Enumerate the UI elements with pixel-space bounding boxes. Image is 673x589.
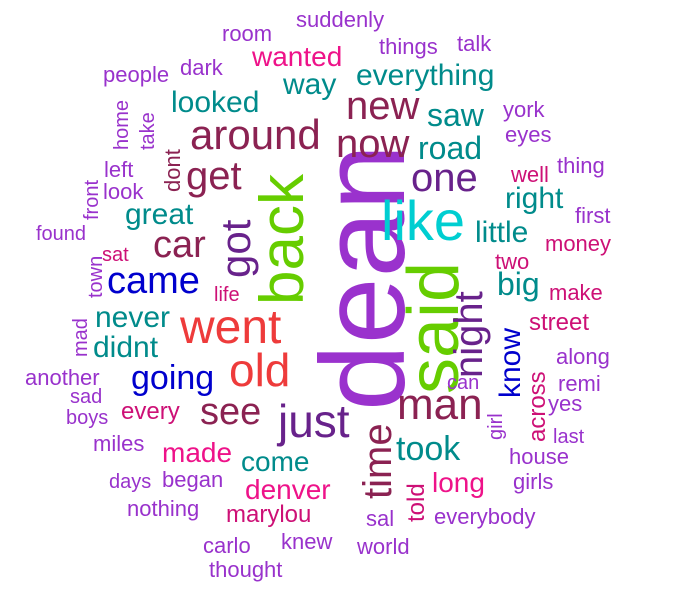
word-girls: girls [513,469,554,494]
word-knew: knew [281,529,333,554]
word-came: came [107,260,200,302]
word-boys: boys [66,407,109,429]
word-just: just [278,395,350,447]
word-carlo: carlo [203,533,251,558]
word-sad: sad [70,386,103,408]
word-look: look [103,179,144,204]
word-get: get [186,154,242,198]
word-world: world [357,534,410,559]
word-never: never [95,301,171,334]
word-make: make [549,280,603,305]
word-got: got [212,219,259,278]
word-two: two [495,249,530,274]
word-found: found [36,223,87,245]
word-around: around [190,111,321,158]
word-remi: remi [558,371,601,396]
word-york: york [503,97,545,122]
word-took: took [396,430,461,468]
word-left: left [104,157,134,182]
word-new: new [346,84,420,128]
word-thing: thing [557,153,605,178]
word-night: night [447,291,491,378]
word-like: like [381,189,466,252]
word-time: time [356,423,400,499]
word-everybody: everybody [434,504,536,529]
word-back: back [248,174,317,305]
word-home: home [111,99,133,150]
word-mad: mad [70,318,92,357]
word-money: money [545,231,612,256]
word-thought: thought [209,557,283,582]
word-way: way [283,68,337,101]
word-didnt: didnt [93,331,159,364]
word-saw: saw [427,97,484,133]
word-life: life [214,284,240,306]
word-right: right [505,182,564,215]
word-suddenly: suddenly [296,7,385,32]
word-man: man [397,380,483,429]
word-room: room [222,21,273,46]
word-yes: yes [548,391,583,416]
word-things: things [379,34,438,59]
word-sat: sat [102,244,129,266]
word-miles: miles [93,431,145,456]
word-long: long [432,467,485,498]
word-began: began [162,467,224,492]
word-nothing: nothing [127,496,200,521]
word-old: old [229,344,291,396]
word-now: now [336,122,410,166]
word-know: know [494,327,527,398]
word-one: one [411,156,478,200]
word-well: well [511,162,549,187]
word-town: town [85,255,107,298]
word-dark: dark [180,55,223,80]
word-every: every [121,398,180,425]
word-marylou: marylou [226,501,312,528]
word-people: people [103,62,170,87]
word-house: house [509,444,569,469]
word-across: across [524,371,551,442]
word-come: come [241,446,310,477]
word-big: big [497,266,540,302]
word-can: can [447,372,480,394]
word-days: days [109,471,152,493]
word-street: street [529,309,590,336]
word-last: last [553,426,585,448]
word-talk: talk [457,31,492,56]
word-eyes: eyes [505,122,552,147]
word-little: little [475,216,529,249]
word-went: went [180,301,282,354]
word-girl: girl [485,413,507,440]
word-another: another [25,365,100,390]
word-great: great [125,198,194,231]
word-car: car [153,224,206,266]
word-wanted: wanted [252,41,343,72]
word-along: along [556,344,610,369]
word-everything: everything [356,59,495,92]
word-first: first [575,203,611,228]
word-looked: looked [171,86,260,119]
word-told: told [403,483,430,522]
word-road: road [418,130,483,166]
word-sal: sal [366,506,395,531]
word-dont: dont [160,149,185,192]
word-made: made [162,437,233,468]
word-going: going [131,359,215,397]
word-see: see [200,391,262,433]
word-take: take [137,112,159,150]
word-front: front [81,179,103,220]
word-denver: denver [245,474,331,505]
